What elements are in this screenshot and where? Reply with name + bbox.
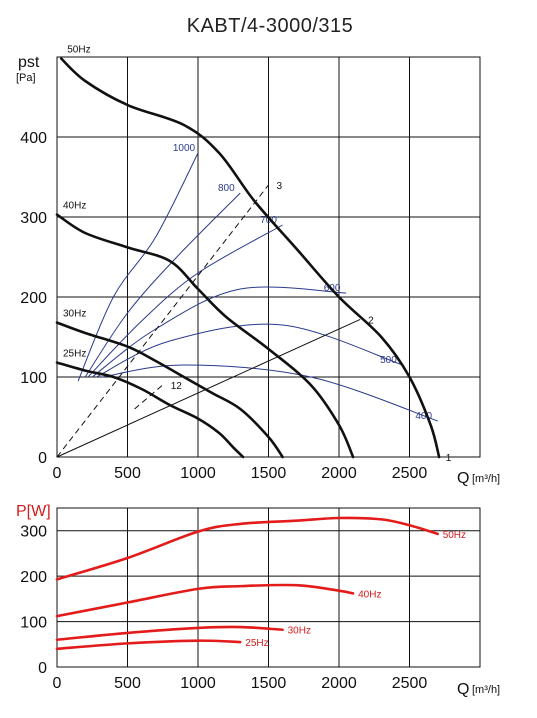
operating-label: 3 [277,181,283,192]
speed-label: 30Hz [63,309,86,320]
lower-flow-axis-label: Q [457,681,469,698]
power-x-tick: 500 [114,675,141,692]
operating-curve-2 [56,318,361,458]
power-x-tick: 2000 [321,675,357,692]
power-curves: 50Hz 40Hz 30Hz 25Hz [55,516,466,651]
speed-label: 40Hz [63,201,86,212]
lower-flow-axis-unit: [m³/h] [472,684,500,696]
operating-label: 2 [368,315,374,326]
pressure-y-tick: 200 [20,290,47,307]
operating-curve-3 [56,184,269,458]
power-curve-40Hz [55,583,355,618]
power-axis-label: P[W] [16,503,51,520]
efficiency-curve-500 [96,323,403,378]
operating-curve-12 [134,384,164,410]
power-label: 40Hz [358,589,381,600]
power-label: 25Hz [245,638,268,649]
efficiency-curve-700 [87,224,283,378]
power-chart-axis-labels: P[W] Q [m³/h] [16,503,500,698]
power-y-tick: 0 [38,660,47,677]
efficiency-label: 400 [415,411,432,422]
power-label: 50Hz [443,530,466,541]
power-chart-grid: 0 500 1000 1500 2000 2500 0 100 200 300 [20,507,481,692]
power-y-tick: 300 [20,524,47,541]
pressure-x-tick: 0 [53,465,62,482]
chart-title: KABT/4-3000/315 [187,15,354,37]
efficiency-curve-400 [102,364,438,422]
upper-flow-axis-label: Q [457,470,469,487]
power-x-tick: 1500 [251,675,287,692]
power-curve-30Hz [55,625,284,642]
pressure-chart-axis-labels: pst [Pa] Q [m³/h] [16,54,500,487]
power-label: 30Hz [288,626,311,637]
efficiency-curve-1000 [77,152,199,382]
efficiency-label: 800 [218,183,235,194]
efficiency-curve-600 [91,286,347,378]
pressure-y-tick: 300 [20,210,47,227]
efficiency-curve-800 [84,192,241,378]
pressure-axis-label: pst [18,54,40,71]
pressure-x-tick: 1500 [251,465,287,482]
efficiency-label: 1000 [173,143,196,154]
speed-curve-40Hz [55,213,355,459]
power-x-tick: 0 [53,675,62,692]
operating-label: 12 [171,381,183,392]
pressure-y-tick: 100 [20,370,47,387]
speed-label: 25Hz [63,349,86,360]
speed-label: 50Hz [67,45,90,56]
pressure-x-tick: 500 [114,465,141,482]
speed-curve-50Hz [59,57,441,459]
pressure-x-tick: 2000 [321,465,357,482]
upper-flow-axis-unit: [m³/h] [472,473,500,485]
efficiency-label: 500 [380,355,397,366]
pressure-x-tick: 2500 [392,465,428,482]
pressure-x-tick: 1000 [180,465,216,482]
power-x-tick: 2500 [392,675,428,692]
power-y-tick: 100 [20,615,47,632]
speed-curve-30Hz [55,321,284,459]
pressure-y-tick: 400 [20,130,47,147]
efficiency-label: 700 [260,215,277,226]
power-curve-25Hz [55,639,242,651]
power-x-tick: 1000 [180,675,216,692]
pressure-y-tick: 0 [38,450,47,467]
pressure-axis-unit: [Pa] [16,72,36,84]
speed-curve-25Hz [55,361,245,459]
power-y-tick: 200 [20,569,47,586]
operating-label: 1 [446,453,452,464]
power-curve-50Hz [55,516,439,581]
